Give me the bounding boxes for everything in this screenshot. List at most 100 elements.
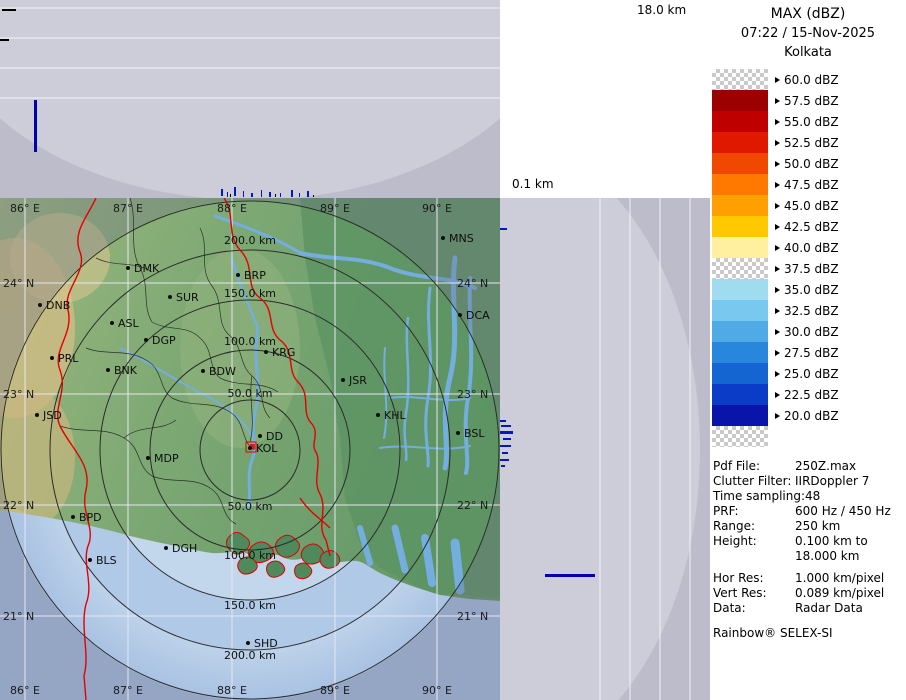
metadata-key: Time sampling:48 — [713, 489, 821, 503]
city-label: SHD — [254, 637, 278, 650]
radar-map-panel: 200.0 km 150.0 km 100.0 km 50.0 km 50.0 km 10… — [0, 197, 500, 700]
echo-top-edge-marks — [221, 187, 309, 197]
lat-label: 23° N — [3, 388, 34, 401]
legend-label: 52.5 dBZ — [784, 135, 839, 150]
legend-arrow-icon — [775, 370, 780, 377]
state-boundaries — [56, 197, 331, 700]
city-dot — [71, 515, 75, 519]
ring-label: 200.0 km — [224, 649, 276, 662]
lat-label: 23° N — [457, 388, 488, 401]
metadata-value: 0.089 km/pixel — [795, 586, 885, 600]
city-label: ASL — [118, 317, 140, 330]
city-dot — [35, 413, 39, 417]
lon-label: 90° E — [422, 684, 452, 697]
legend-arrow-icon — [775, 181, 780, 188]
legend-swatch — [712, 279, 768, 300]
product-header: MAX (dBZ) 07:22 / 15-Nov-2025 Kolkata — [710, 0, 906, 62]
legend-arrow-icon — [775, 349, 780, 356]
metadata-key: Height: — [713, 534, 757, 548]
legend-arrow-icon — [775, 223, 780, 230]
legend-swatch — [712, 342, 768, 363]
legend-swatch — [712, 384, 768, 405]
city-label: KOL — [256, 442, 278, 455]
metadata-value: 0.100 km to — [795, 534, 868, 548]
legend-arrow-icon — [775, 118, 780, 125]
legend-arrow-icon — [775, 265, 780, 272]
metadata-row: PRF: 600 Hz / 450 Hz — [713, 504, 906, 519]
legend-row — [710, 426, 906, 447]
city-label: BNK — [114, 364, 138, 377]
ring-label: 200.0 km — [224, 234, 276, 247]
city-label: BRP — [244, 269, 266, 282]
legend-swatch — [712, 111, 768, 132]
legend-row: 55.0 dBZ — [710, 111, 906, 132]
right-profile-canvas — [300, 140, 710, 700]
product-datetime: 07:22 / 15-Nov-2025 — [740, 26, 876, 41]
ring-label: 100.0 km — [224, 549, 276, 562]
legend-label: 25.0 dBZ — [784, 366, 839, 381]
legend-label: 35.0 dBZ — [784, 282, 839, 297]
metadata-row: 18.000 km — [713, 549, 906, 564]
legend-swatch — [712, 132, 768, 153]
legend-row: 35.0 dBZ — [710, 279, 906, 300]
profile-height-gridlines — [599, 198, 691, 700]
profile-coverage-dome — [0, 0, 560, 200]
city-dot — [201, 369, 205, 373]
legend-arrow-icon — [775, 307, 780, 314]
product-metadata: Pdf File: 250Z.max Clutter Filter: IIRDoppl… — [710, 459, 906, 616]
city-dot — [341, 378, 345, 382]
city-dot — [236, 273, 240, 277]
legend-label: 45.0 dBZ — [784, 198, 839, 213]
city-label: MNS — [449, 232, 474, 245]
legend-row: 42.5 dBZ — [710, 216, 906, 237]
legend-label: 55.0 dBZ — [784, 114, 839, 129]
city-label: DD — [266, 430, 283, 443]
lat-label: 21° N — [3, 610, 34, 623]
city-markers: MNS DMK BRP SUR DNB ASL DGP KRG DCA PRL BNK BDW JSR J… — [35, 232, 490, 650]
legend-arrow-icon — [775, 97, 780, 104]
metadata-row: Time sampling:48 — [713, 489, 906, 504]
metadata-key: Data: — [713, 601, 746, 615]
legend-row: 50.0 dBZ — [710, 153, 906, 174]
product-title: MAX (dBZ) — [770, 6, 846, 22]
ring-label: 50.0 km — [227, 387, 272, 400]
legend-arrow-icon — [775, 286, 780, 293]
legend-row: 30.0 dBZ — [710, 321, 906, 342]
legend-label: 37.5 dBZ — [784, 261, 839, 276]
city-label: PRL — [58, 352, 79, 365]
city-dot — [110, 321, 114, 325]
echo-row-mark — [545, 574, 595, 577]
legend-label: 47.5 dBZ — [784, 177, 839, 192]
legend-row: 25.0 dBZ — [710, 363, 906, 384]
profile-axis-ticks — [0, 9, 16, 41]
metadata-key: Range: — [713, 519, 756, 533]
legend-swatch — [712, 321, 768, 342]
metadata-value: IIRDoppler 7 — [795, 474, 870, 488]
city-dot — [376, 413, 380, 417]
lat-label: 21° N — [457, 610, 488, 623]
legend-swatch — [712, 216, 768, 237]
latitude-labels: 24° N 24° N 23° N 23° N 22° N 22° N 21° N 21° N — [3, 277, 488, 623]
city-label: BPD — [79, 511, 102, 524]
city-label: DMK — [134, 262, 160, 275]
echo-top-edge-ticks — [230, 194, 314, 197]
legend-row: 37.5 dBZ — [710, 258, 906, 279]
legend-label: 57.5 dBZ — [784, 93, 839, 108]
out-of-range-overlay — [0, 198, 500, 700]
city-label: JSR — [348, 374, 367, 387]
legend-arrow-icon — [775, 244, 780, 251]
sea-bay-of-bengal — [0, 510, 500, 700]
legend-arrow-icon — [775, 412, 780, 419]
metadata-value: Radar Data — [795, 601, 863, 615]
radar-map-canvas: 200.0 km 150.0 km 100.0 km 50.0 km 50.0 km 10… — [0, 197, 500, 700]
legend-arrow-icon — [775, 202, 780, 209]
metadata-value: 600 Hz / 450 Hz — [795, 504, 891, 518]
city-label: JSD — [42, 409, 62, 422]
city-area-mark — [250, 444, 255, 449]
legend-swatch — [712, 426, 768, 447]
city-label: KHL — [384, 409, 406, 422]
metadata-key: Vert Res: — [713, 586, 767, 600]
legend-row: 52.5 dBZ — [710, 132, 906, 153]
echo-column-mark — [34, 100, 37, 152]
